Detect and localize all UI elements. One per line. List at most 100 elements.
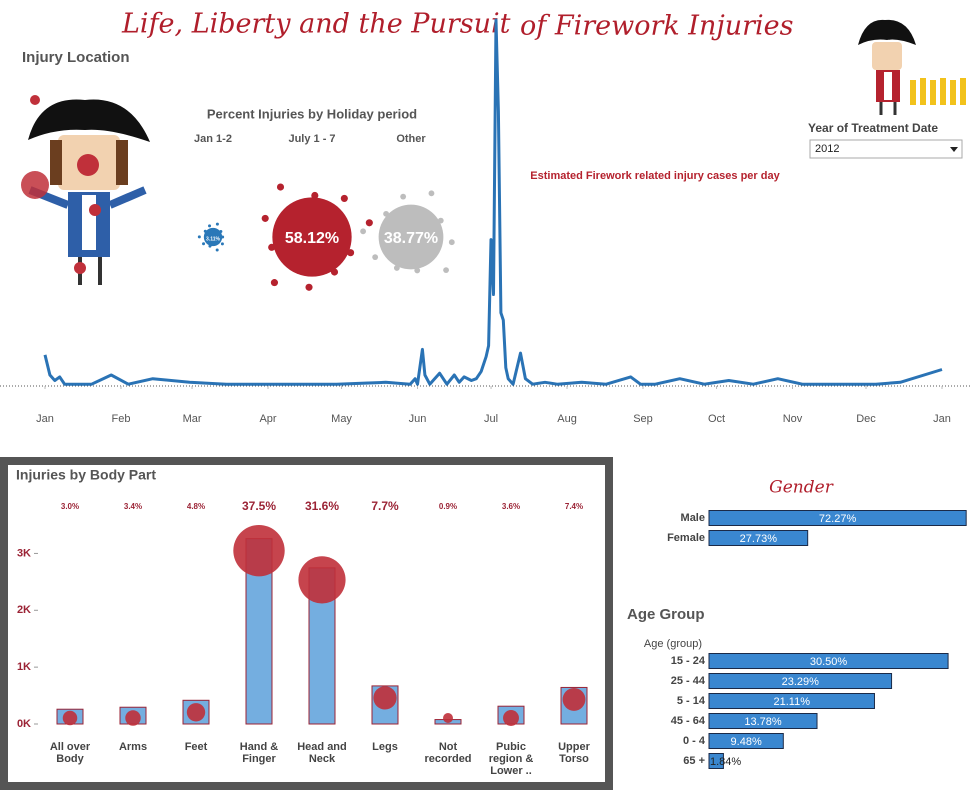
axis-label: Age (group) — [644, 638, 702, 650]
value-label: 58.12% — [285, 230, 339, 247]
splat — [443, 713, 453, 723]
percent-label: 3.0% — [61, 502, 79, 511]
bar — [708, 510, 967, 526]
x-tick-label: Jan — [933, 413, 951, 425]
x-tick-label: Not recorded — [424, 741, 471, 765]
bar — [708, 693, 875, 709]
value-label: 27.73% — [740, 533, 778, 545]
value-label: 3.11% — [206, 236, 221, 242]
dropdown-arrow[interactable] — [950, 147, 958, 152]
splat-drop — [400, 193, 407, 200]
value-label: 9.48% — [731, 736, 762, 748]
category-label: Other — [396, 133, 426, 145]
label-line: Finger — [242, 753, 276, 765]
chart-title: Age Group — [627, 606, 705, 623]
category-label: 65 + — [683, 755, 705, 767]
splat-drop — [261, 214, 269, 222]
splat-drop — [270, 279, 279, 287]
splat-drop — [215, 222, 219, 226]
splat-drop — [305, 283, 313, 291]
percent-label: 3.4% — [124, 502, 142, 511]
x-tick-label: Head and Neck — [297, 741, 347, 765]
splat — [272, 197, 352, 277]
bar — [708, 753, 724, 769]
y-tick-label: 2K — [17, 604, 31, 616]
chart-title: Injuries by Body Part — [16, 467, 156, 483]
splat — [503, 710, 519, 726]
x-tick-label: Aug — [557, 413, 577, 425]
x-tick-label: Mar — [183, 413, 202, 425]
dropdown-box[interactable] — [809, 139, 963, 159]
value-label: 13.78% — [744, 716, 782, 728]
splat-drop — [215, 248, 219, 252]
year-dropdown[interactable]: 2012 — [809, 139, 963, 159]
percent-label: 0.9% — [439, 502, 457, 511]
splat-drop — [202, 242, 206, 246]
label-line: Upper — [558, 741, 591, 753]
category-label: 0 - 4 — [683, 735, 706, 747]
x-tick-label: Jan — [36, 413, 54, 425]
splat-drop — [340, 194, 348, 202]
title-part1: Life, Liberty and the Pursuit — [121, 9, 511, 40]
percent-label: 31.6% — [305, 499, 339, 513]
category-label: 5 - 14 — [677, 695, 706, 707]
chart-title: Gender — [769, 478, 834, 498]
splat — [562, 688, 586, 711]
y-tick-label: 0K — [17, 718, 31, 730]
label-line: Torso — [559, 753, 589, 765]
bar — [708, 713, 818, 729]
value-label: 72.27% — [819, 513, 857, 525]
category-label: Female — [667, 532, 705, 544]
splat-drop — [220, 242, 224, 246]
label-line: Body — [56, 753, 84, 765]
category-label: Jan 1-2 — [194, 133, 232, 145]
label-line: Legs — [372, 741, 398, 753]
bar — [708, 673, 893, 689]
x-tick-label: Feet — [185, 741, 208, 753]
splat — [186, 703, 206, 722]
label-line: All over — [50, 741, 91, 753]
category-label: 25 - 44 — [671, 675, 706, 687]
splat-drop — [428, 190, 435, 197]
splat-drop — [276, 183, 285, 191]
value-label: 1.84% — [710, 756, 741, 768]
splat — [298, 556, 346, 604]
x-tick-label: Jun — [409, 413, 427, 425]
splat — [233, 524, 285, 577]
splat-drop — [372, 254, 379, 261]
bar — [708, 653, 949, 669]
x-tick-label: Pubic region & Lower .. — [489, 741, 534, 777]
x-tick-label: Legs — [372, 741, 398, 753]
percent-label: 37.5% — [242, 499, 276, 513]
label-line: Head and — [297, 741, 347, 753]
splat-drop — [208, 224, 212, 228]
category-label: 45 - 64 — [671, 715, 706, 727]
section-heading: Injury Location — [22, 49, 130, 66]
x-tick-label: Hand & Finger — [240, 741, 279, 765]
body-part-panel — [0, 457, 613, 790]
category-label: July 1 - 7 — [288, 133, 335, 145]
label-line: Arms — [119, 741, 147, 753]
injury-line — [43, 18, 943, 386]
splat — [203, 227, 223, 247]
label-line: Pubic — [496, 741, 526, 753]
figure-right — [858, 19, 966, 115]
y-tick-label: 1K — [17, 661, 31, 673]
y-tick-label: 3K — [17, 547, 31, 559]
splat-drop — [443, 267, 449, 274]
chart-title: Estimated Firework related injury cases … — [530, 170, 780, 182]
splat-drop — [448, 239, 455, 246]
dropdown-value[interactable]: 2012 — [815, 143, 839, 155]
splat — [62, 710, 78, 726]
percent-label: 7.4% — [565, 502, 583, 511]
figure-left — [21, 95, 150, 285]
x-tick-label: Feb — [111, 413, 130, 425]
label-line: Hand & — [240, 741, 279, 753]
percent-label: 3.6% — [502, 502, 520, 511]
category-label: Male — [681, 512, 705, 524]
x-tick-label: Nov — [783, 413, 803, 425]
x-tick-label: Sep — [633, 413, 653, 425]
value-label: 30.50% — [810, 656, 848, 668]
value-label: 38.77% — [384, 230, 438, 247]
